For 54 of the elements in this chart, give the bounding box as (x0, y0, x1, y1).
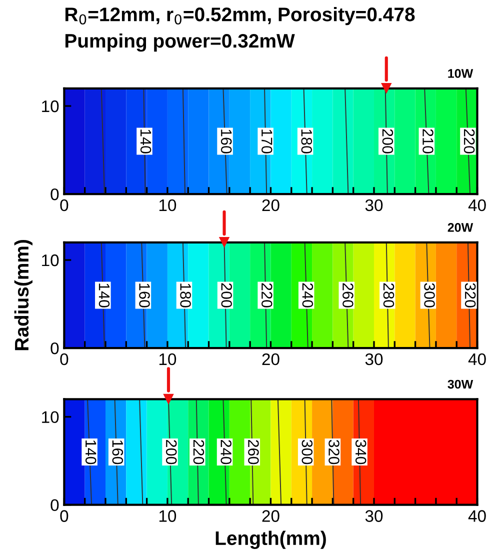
y-tick-label: 10 (42, 411, 59, 424)
x-axis-title: Length(mm) (216, 530, 326, 550)
x-tick-label: 20 (262, 199, 280, 212)
text: 10W (448, 69, 474, 78)
text: 320 (328, 440, 340, 464)
y-tick-label: 0 (50, 499, 59, 512)
y-tick-label: 0 (50, 188, 59, 200)
chart-subtitle: Pumping power=0.32mW (65, 33, 295, 52)
x-tick-label: 0 (60, 199, 68, 212)
text: 180 (180, 284, 191, 308)
text: 260 (342, 283, 354, 308)
text: 200 (382, 129, 394, 154)
x-tick-label: 10 (159, 353, 176, 366)
text: 160 (220, 130, 232, 154)
text: 160 (112, 440, 124, 464)
x-tick-label: 20 (262, 510, 280, 522)
x-tick-label: 0 (60, 353, 68, 366)
text: 240 (220, 440, 232, 464)
text: 140 (140, 130, 152, 154)
text: 200 (221, 283, 232, 308)
text: 320 (464, 283, 476, 308)
text: 20W (448, 223, 474, 232)
text: 340 (355, 440, 366, 464)
text: 220 (464, 129, 475, 154)
x-tick-label: 20 (262, 353, 280, 366)
x-tick-label: 10 (159, 199, 176, 212)
text: 210 (422, 129, 434, 154)
text: 220 (193, 440, 204, 464)
text: 300 (424, 283, 435, 308)
text: 140 (98, 284, 110, 308)
text: 200 (166, 440, 177, 464)
x-tick-label: 40 (468, 199, 486, 212)
text: 260 (248, 440, 259, 464)
text: 160 (139, 284, 150, 308)
x-tick-label: 30 (365, 199, 383, 212)
text: 220 (261, 283, 272, 308)
text: 30W (448, 380, 474, 389)
text: 140 (85, 440, 96, 464)
y-tick-label: 0 (50, 342, 59, 354)
text: 280 (383, 283, 394, 308)
x-tick-label: 30 (365, 510, 383, 522)
x-tick-label: 40 (468, 510, 486, 522)
x-tick-label: 30 (365, 353, 383, 366)
text: 180 (301, 130, 312, 154)
y-tick-label: 10 (42, 100, 59, 112)
text: 170 (261, 130, 272, 154)
chart-title: R$_{0}$=12mm, r$_{0}$=0.52mm, Porosity=0.478 (65, 7, 415, 26)
y-axis-title: Radius(mm) (14, 240, 32, 350)
text: 300 (302, 440, 313, 464)
text: 240 (302, 283, 314, 308)
x-tick-label: 10 (159, 510, 176, 522)
y-tick-label: 10 (42, 254, 59, 266)
x-tick-label: 40 (468, 353, 486, 366)
x-tick-label: 0 (60, 510, 68, 522)
